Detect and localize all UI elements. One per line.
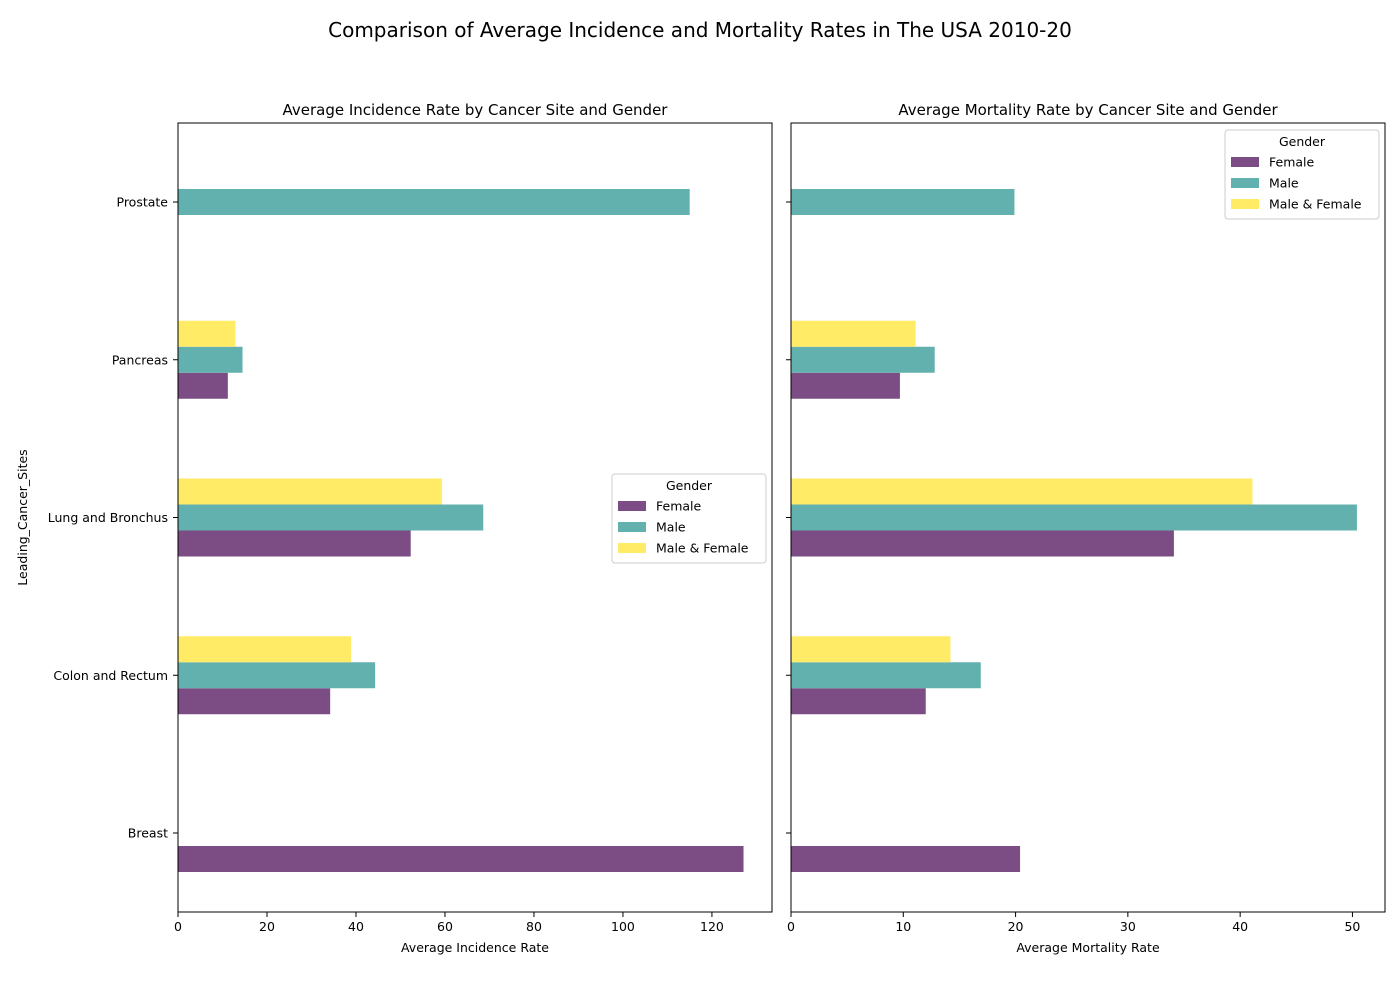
x-tick-label: 100 (611, 919, 635, 934)
chart-panel-1: 0 20 40 60 80 100 120 Breast Colon and Rectum Lun… (15, 101, 773, 955)
bar-female-lung-and-bronchus (791, 530, 1174, 557)
x-axis-label: Average Mortality Rate (1016, 940, 1160, 955)
bar-male-lung-and-bronchus (791, 504, 1357, 531)
y-tick-label: Pancreas (112, 352, 168, 367)
bar-male-colon-and-rectum (791, 662, 981, 689)
legend-swatch (618, 543, 646, 553)
legend-entry: Male (656, 520, 686, 535)
bar-female-lung-and-bronchus (178, 530, 411, 557)
legend-entry: Male (1269, 176, 1299, 191)
x-tick-label: 10 (895, 919, 911, 934)
bar-male-female-lung-and-bronchus (178, 478, 442, 505)
x-tick-label: 80 (526, 919, 542, 934)
x-tick-label: 40 (1232, 919, 1248, 934)
bar-male-female-pancreas (791, 320, 916, 347)
x-tick-label: 0 (174, 919, 182, 934)
x-tick-label: 120 (700, 919, 724, 934)
bar-female-pancreas (178, 372, 228, 399)
bar-female-breast (791, 846, 1021, 872)
y-tick-label: Colon and Rectum (53, 668, 168, 683)
panel-title: Average Mortality Rate by Cancer Site an… (898, 101, 1278, 119)
legend-entry: Male & Female (656, 541, 749, 556)
bar-male-pancreas (178, 346, 243, 373)
bar-male-female-pancreas (178, 320, 236, 347)
bar-female-breast (178, 846, 744, 872)
legend: Gender Female Male Male & Female (611, 473, 767, 564)
x-tick-label: 0 (787, 919, 795, 934)
y-tick-label: Lung and Bronchus (48, 510, 168, 525)
bar-male-prostate (791, 189, 1015, 215)
legend-entry: Female (1269, 155, 1315, 170)
x-tick-label: 50 (1344, 919, 1360, 934)
bar-male-pancreas (791, 346, 935, 373)
legend-entry: Male & Female (1269, 197, 1362, 212)
x-axis-label: Average Incidence Rate (401, 940, 549, 955)
legend-swatch (1231, 199, 1259, 209)
bar-male-female-lung-and-bronchus (791, 478, 1253, 505)
x-tick-label: 40 (348, 919, 364, 934)
x-tick-label: 60 (437, 919, 453, 934)
y-tick-label: Breast (128, 826, 168, 841)
legend-swatch (1231, 178, 1259, 188)
bar-female-colon-and-rectum (178, 688, 331, 715)
bar-male-prostate (178, 189, 690, 215)
legend-entry: Female (656, 499, 702, 514)
bar-male-female-colon-and-rectum (178, 636, 352, 663)
figure-suptitle: Comparison of Average Incidence and Mort… (328, 18, 1072, 42)
bar-male-colon-and-rectum (178, 662, 376, 689)
bar-male-lung-and-bronchus (178, 504, 484, 531)
legend-box (611, 473, 767, 564)
bar-female-colon-and-rectum (791, 688, 926, 715)
legend-title: Gender (1279, 134, 1326, 149)
bar-female-pancreas (791, 372, 900, 399)
legend-swatch (618, 501, 646, 511)
panel-title: Average Incidence Rate by Cancer Site an… (283, 101, 669, 119)
y-tick-label: Prostate (117, 195, 169, 210)
chart-panel-2: 0 10 20 30 40 50 Average Mortality Rate by Can… (786, 101, 1386, 955)
legend-swatch (618, 522, 646, 532)
legend: Gender Female Male Male & Female (1224, 129, 1380, 220)
bar-male-female-colon-and-rectum (791, 636, 951, 663)
legend-box (1224, 129, 1380, 220)
x-tick-label: 20 (1008, 919, 1024, 934)
x-tick-label: 30 (1120, 919, 1136, 934)
y-axis-label: Leading_Cancer_Sites (15, 449, 30, 585)
legend-swatch (1231, 157, 1259, 167)
x-tick-label: 20 (259, 919, 275, 934)
legend-title: Gender (666, 478, 713, 493)
